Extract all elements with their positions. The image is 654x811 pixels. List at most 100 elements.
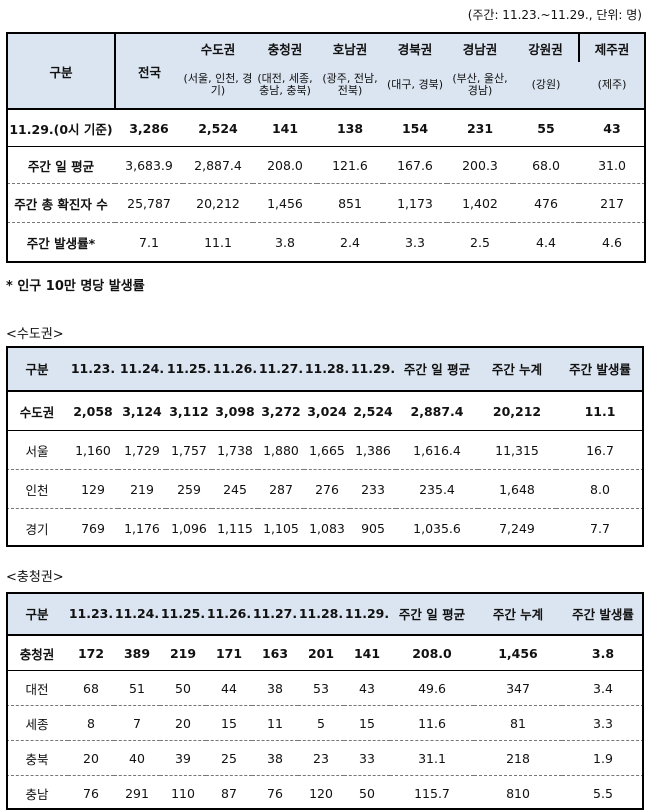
capital-cell: 769 <box>81 520 105 536</box>
capital-cell: 245 <box>212 469 258 509</box>
summary-region-sub: (대전, 세종, 충남, 충북) <box>257 72 313 97</box>
summary-row: 주간 총 확진자 수 25,787 20,212 1,456 851 1,173 1,402… <box>7 183 645 223</box>
chungcheong-cell: 163 <box>252 635 298 671</box>
capital-cell: 3,024 <box>304 391 350 431</box>
capital-row: 수도권 2,058 3,124 3,112 3,098 3,272 3,024 2,524 2,… <box>6 391 644 431</box>
summary-cell: 2.5 <box>470 234 490 250</box>
summary-row: 주간 일 평균 3,683.9 2,887.4 208.0 121.6 167.6 200.… <box>7 146 645 184</box>
capital-header-cell: 11.27. <box>258 346 304 392</box>
chungcheong-cell: 11 <box>252 705 298 741</box>
capital-header-cell: 주간 일 평균 <box>396 346 478 392</box>
summary-row-label: 주간 일 평균 <box>7 146 115 184</box>
capital-cell: 3,124 <box>118 391 166 431</box>
summary-region-sub: (서울, 인천, 경기) <box>183 72 253 97</box>
summary-cell: 2.4 <box>340 234 360 250</box>
chungcheong-row: 충북 20 40 39 25 38 23 33 31.1 218 1.9 <box>6 740 644 776</box>
footnote: * 인구 10만 명당 발생률 <box>6 279 145 294</box>
regional-summary-table: 구분 전국 수도권 충청권 호남권 경북권 경남권 강원권 제주권 (서울, 인천, 경기)… <box>6 32 646 263</box>
chungcheong-cell: 15 <box>344 705 390 741</box>
summary-cell: 208.0 <box>253 146 317 184</box>
summary-cell: 31.0 <box>579 146 645 184</box>
summary-row-label: 11.29.(0시 기준) <box>7 109 115 147</box>
capital-header-cell: 11.23. <box>68 346 118 392</box>
capital-row: 경기 769 1,176 1,096 1,115 1,105 1,083 905 1,035.6… <box>6 509 644 548</box>
summary-row-label: 주간 발생률* <box>26 235 96 251</box>
capital-cell: 1,729 <box>118 430 166 470</box>
summary-row: 11.29.(0시 기준) 3,286 2,524 141 138 154 231 55 43 <box>7 109 645 147</box>
summary-cell: 476 <box>513 183 579 223</box>
summary-region-name: 강원권 <box>528 41 563 57</box>
capital-cell: 1,115 <box>217 520 253 536</box>
summary-cell: 68.0 <box>513 146 579 184</box>
capital-cell: 1,757 <box>166 430 212 470</box>
summary-cell: 20,212 <box>183 183 253 223</box>
chungcheong-cell: 201 <box>298 635 344 671</box>
chungcheong-row: 충남 76 291 110 87 76 120 50 115.7 810 5.5 <box>6 776 644 811</box>
chungcheong-header-row: 구분 11.23. 11.24. 11.25. 11.26. 11.27. 11.28. 11… <box>6 592 644 636</box>
chungcheong-header-cell: 주간 일 평균 <box>390 592 474 636</box>
unit-caption: (주간: 11.23.~11.29., 단위: 명) <box>467 8 642 22</box>
summary-cell: 851 <box>317 183 383 223</box>
capital-row: 서울 1,160 1,729 1,757 1,738 1,880 1,665 1,386 1,6… <box>6 430 644 470</box>
capital-header-cell: 11.25. <box>166 346 212 392</box>
chungcheong-cell: 51 <box>114 670 160 706</box>
capital-cell: 1,083 <box>309 520 345 536</box>
chungcheong-cell: 31.1 <box>390 740 474 776</box>
chungcheong-cell: 76 <box>267 785 283 801</box>
chungcheong-cell: 7 <box>114 705 160 741</box>
summary-cell: 167.6 <box>383 146 447 184</box>
chungcheong-cell: 38 <box>252 740 298 776</box>
chungcheong-cell: 218 <box>474 740 562 776</box>
chungcheong-cell: 39 <box>160 740 206 776</box>
summary-region-name: 수도권 <box>200 41 236 57</box>
chungcheong-cell: 15 <box>206 705 252 741</box>
chungcheong-cell: 115.7 <box>414 785 450 801</box>
chungcheong-cell: 11.6 <box>390 705 474 741</box>
chungcheong-header-cell: 11.24. <box>114 592 160 636</box>
chungcheong-row-label: 충청권 <box>6 635 68 671</box>
chungcheong-cell: 33 <box>344 740 390 776</box>
capital-row-label: 수도권 <box>6 391 68 431</box>
summary-header-row: 구분 전국 수도권 충청권 호남권 경북권 경남권 강원권 제주권 <box>6 33 646 110</box>
capital-cell: 1,160 <box>68 430 118 470</box>
chungcheong-cell: 76 <box>83 785 99 801</box>
summary-region-name: 호남권 <box>332 41 368 57</box>
capital-cell: 259 <box>166 469 212 509</box>
capital-cell: 1,105 <box>263 520 299 536</box>
summary-cell: 3.3 <box>405 234 425 250</box>
summary-cell: 2,887.4 <box>183 146 253 184</box>
capital-header-cell: 11.28. <box>304 346 350 392</box>
chungcheong-header-cell: 11.26. <box>206 592 252 636</box>
capital-cell: 11.1 <box>556 391 644 431</box>
chungcheong-cell: 38 <box>252 670 298 706</box>
capital-section-title: <수도권> <box>6 327 64 342</box>
chungcheong-cell: 208.0 <box>390 635 474 671</box>
summary-cell: 7.1 <box>139 234 159 250</box>
capital-cell: 287 <box>258 469 304 509</box>
summary-cell: 55 <box>513 109 579 147</box>
chungcheong-cell: 1,456 <box>474 635 562 671</box>
capital-header-cell: 11.29. <box>350 346 396 392</box>
chungcheong-cell: 141 <box>344 635 390 671</box>
capital-row-label: 인천 <box>6 469 68 509</box>
chungcheong-cell: 40 <box>114 740 160 776</box>
chungcheong-row: 세종 8 7 20 15 11 5 15 11.6 81 3.3 <box>6 705 644 741</box>
capital-cell: 2,058 <box>68 391 118 431</box>
chungcheong-cell: 3.3 <box>562 705 644 741</box>
summary-cell: 2,524 <box>183 109 253 147</box>
capital-header-cell: 11.24. <box>118 346 166 392</box>
chungcheong-cell: 20 <box>160 705 206 741</box>
capital-row: 인천 129 219 259 245 287 276 233 235.4 1,648 8.0 <box>6 469 644 509</box>
capital-cell: 11,315 <box>478 430 556 470</box>
capital-cell: 2,887.4 <box>396 391 478 431</box>
chungcheong-header-cell: 주간 발생률 <box>562 592 644 636</box>
chungcheong-cell: 8 <box>68 705 114 741</box>
summary-cell: 3,286 <box>115 109 183 147</box>
summary-region-sub: (제주) <box>597 78 627 91</box>
capital-row-label: 서울 <box>6 430 68 470</box>
chungcheong-header-cell: 11.25. <box>160 592 206 636</box>
chungcheong-cell: 23 <box>298 740 344 776</box>
summary-cell: 3.8 <box>275 234 295 250</box>
chungcheong-cell: 20 <box>68 740 114 776</box>
capital-cell: 7.7 <box>590 520 610 536</box>
